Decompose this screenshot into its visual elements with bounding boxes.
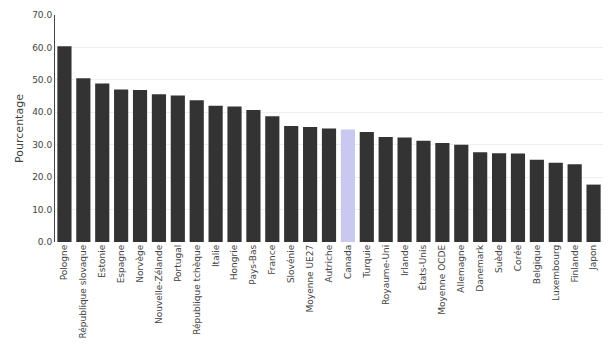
svg-text:60.0: 60.0 bbox=[32, 43, 52, 53]
svg-text:Norvège: Norvège bbox=[135, 244, 145, 283]
svg-text:États-Unis: États-Unis bbox=[417, 244, 428, 290]
svg-text:Moyenne OCDE: Moyenne OCDE bbox=[437, 244, 447, 314]
svg-text:Moyenne UE27: Moyenne UE27 bbox=[305, 245, 315, 313]
svg-text:Portugal: Portugal bbox=[173, 245, 183, 282]
svg-text:50.0: 50.0 bbox=[32, 75, 52, 85]
svg-text:Estonie: Estonie bbox=[97, 244, 107, 278]
svg-text:Japon: Japon bbox=[588, 245, 598, 271]
svg-text:10.0: 10.0 bbox=[32, 205, 52, 215]
svg-text:Autriche: Autriche bbox=[324, 244, 334, 282]
svg-text:Danemark: Danemark bbox=[475, 244, 485, 292]
svg-text:Pourcentage: Pourcentage bbox=[13, 94, 26, 163]
svg-text:Canada: Canada bbox=[343, 245, 353, 279]
svg-text:20.0: 20.0 bbox=[32, 172, 52, 182]
svg-text:République tchèque: République tchèque bbox=[192, 244, 202, 334]
svg-text:Pays-Bas: Pays-Bas bbox=[248, 244, 258, 284]
svg-text:70.0: 70.0 bbox=[32, 10, 52, 20]
svg-text:Hongrie: Hongrie bbox=[229, 244, 239, 280]
svg-text:40.0: 40.0 bbox=[32, 107, 52, 117]
svg-text:Belgique: Belgique bbox=[532, 244, 542, 284]
svg-text:Allemagne: Allemagne bbox=[456, 244, 466, 292]
svg-text:Irlande: Irlande bbox=[400, 244, 410, 276]
svg-text:0.0: 0.0 bbox=[38, 237, 53, 247]
svg-text:Slovénie: Slovénie bbox=[286, 244, 296, 283]
svg-text:Finlande: Finlande bbox=[570, 244, 580, 282]
svg-text:30.0: 30.0 bbox=[32, 140, 52, 150]
svg-text:Royaume-Uni: Royaume-Uni bbox=[381, 245, 391, 305]
svg-text:Suède: Suède bbox=[494, 244, 504, 273]
svg-text:Pologne: Pologne bbox=[59, 244, 69, 280]
svg-text:France: France bbox=[267, 244, 277, 274]
svg-text:Corée: Corée bbox=[513, 244, 523, 271]
svg-text:Turquie: Turquie bbox=[362, 244, 372, 278]
svg-text:Luxembourg: Luxembourg bbox=[551, 245, 561, 301]
svg-text:Espagne: Espagne bbox=[116, 244, 126, 283]
svg-text:République slovaque: République slovaque bbox=[78, 244, 88, 338]
svg-text:Italie: Italie bbox=[211, 244, 221, 267]
svg-text:Nouvelle-Zélande: Nouvelle-Zélande bbox=[154, 244, 164, 324]
